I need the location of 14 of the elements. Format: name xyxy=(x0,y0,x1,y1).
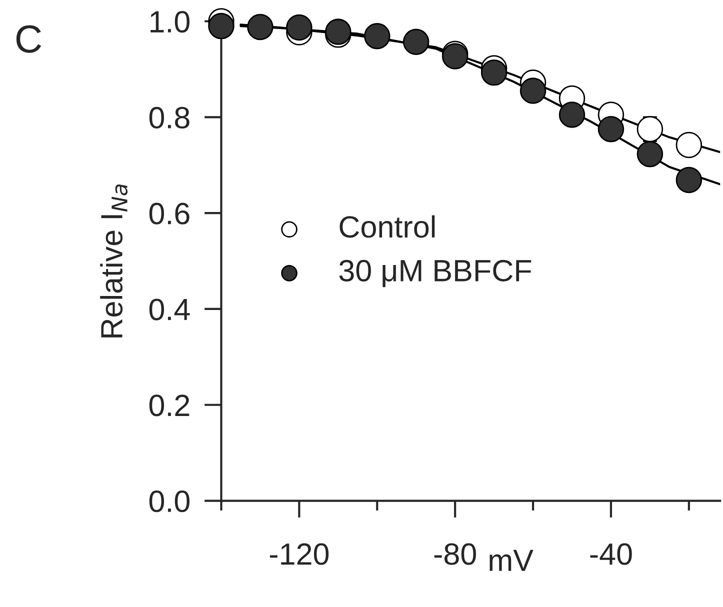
x-axis-title: mV xyxy=(490,550,534,571)
y-tick-label: 1.0 xyxy=(150,10,190,33)
legend-label: 30 μM BBFCF xyxy=(339,260,532,288)
y-tick-label: 0.0 xyxy=(149,490,190,512)
text: C xyxy=(16,25,42,53)
x-tick-label: -80 xyxy=(434,543,476,565)
y-tick-label: 0.6 xyxy=(149,202,190,224)
x-tick-label: -40 xyxy=(590,543,632,565)
y-tick-label: 0.2 xyxy=(149,394,190,416)
y-tick-label: 0.4 xyxy=(149,298,190,320)
x-tick-label: -120 xyxy=(270,543,329,565)
legend-label: Control xyxy=(340,215,435,238)
y-axis-title: Relative I$_{Na}$ xyxy=(100,184,128,338)
y-tick-label: 0.8 xyxy=(149,106,190,129)
